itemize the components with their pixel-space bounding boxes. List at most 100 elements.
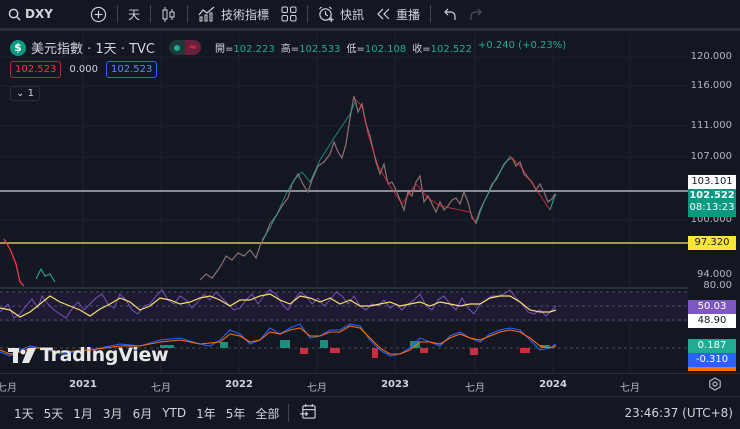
yellow-line-price-tag: 97.320 bbox=[688, 236, 736, 250]
go-to-date-button[interactable] bbox=[295, 403, 322, 423]
symbol-search-button[interactable]: DXY bbox=[0, 0, 84, 30]
chart-type-button[interactable] bbox=[155, 0, 183, 30]
range-ytd[interactable]: YTD bbox=[162, 406, 187, 420]
range-5y[interactable]: 5年 bbox=[225, 406, 246, 421]
buy-button[interactable]: 102.523 bbox=[106, 61, 158, 78]
signal-value-tag: -0.310 bbox=[688, 353, 736, 367]
histogram-value-tag bbox=[688, 367, 736, 371]
price-label: 94.000 bbox=[697, 269, 732, 280]
spread-value: 0.000 bbox=[69, 64, 98, 75]
low-value: 102.108 bbox=[364, 44, 407, 55]
bottombar-divider bbox=[288, 404, 290, 422]
top-toolbar: DXY 天 技術指標 快訊 重播 bbox=[0, 0, 740, 31]
chart-area[interactable]: $ 美元指數 · 1天 · TVC ≈ 開=102.223 高=102.533 … bbox=[0, 34, 740, 373]
candlestick-icon bbox=[162, 6, 175, 22]
open-value: 102.223 bbox=[233, 44, 275, 55]
last-price: 102.522 bbox=[689, 190, 735, 201]
low-key: 低= bbox=[346, 44, 365, 55]
change-value: +0.240 (+0.23%) bbox=[477, 40, 567, 51]
timezone-clock[interactable]: 23:46:37 (UTC+8) bbox=[624, 406, 733, 420]
undo-icon bbox=[444, 8, 456, 20]
rsi-ma-value-tag: 48.90 bbox=[688, 314, 736, 328]
watermark-text: TradingView bbox=[40, 344, 169, 366]
dollar-symbol-icon: $ bbox=[10, 39, 26, 56]
price-axis[interactable]: 120.000 116.000 111.000 107.000 100.000 … bbox=[688, 34, 740, 373]
horizontal-line-price-tag: 103.101 bbox=[688, 175, 736, 189]
macd-value-tag: 0.187 bbox=[688, 339, 736, 353]
search-icon bbox=[8, 8, 21, 21]
undo-button[interactable] bbox=[435, 0, 463, 30]
range-3m[interactable]: 3月 bbox=[102, 406, 123, 421]
time-label: 七月 bbox=[0, 383, 17, 394]
grid-layout-icon bbox=[281, 6, 297, 22]
indicators-label: 技術指標 bbox=[221, 7, 270, 22]
symbol-title[interactable]: 美元指數 · 1天 · TVC bbox=[31, 42, 155, 57]
chevron-down-icon: ⌄ bbox=[16, 88, 25, 99]
price-label: 116.000 bbox=[690, 80, 732, 91]
range-1m[interactable]: 1月 bbox=[73, 406, 93, 421]
price-label: 100.000 bbox=[690, 214, 732, 225]
main-plot[interactable]: $ 美元指數 · 1天 · TVC ≈ 開=102.223 高=102.533 … bbox=[0, 34, 688, 373]
replay-button[interactable]: 重播 bbox=[370, 0, 426, 30]
close-key: 收= bbox=[412, 44, 431, 55]
compare-symbol-button[interactable] bbox=[84, 0, 113, 30]
market-status-pill[interactable]: ≈ bbox=[168, 40, 201, 55]
last-price-tag: 102.522 08:13:23 bbox=[688, 189, 736, 217]
tradingview-watermark: TradingView bbox=[8, 344, 169, 366]
price-label: 120.000 bbox=[690, 51, 732, 62]
plus-circle-icon bbox=[90, 6, 107, 22]
toolbar-divider bbox=[430, 5, 432, 23]
indicators-button[interactable]: 技術指標 bbox=[192, 0, 275, 30]
tradingview-logo-icon bbox=[8, 347, 36, 363]
time-label: 七月 bbox=[465, 383, 485, 394]
range-5d[interactable]: 5天 bbox=[43, 406, 64, 421]
indicator-count: 1 bbox=[27, 88, 34, 99]
collapse-indicators-button[interactable]: ⌄ 1 bbox=[10, 86, 40, 101]
bar-countdown: 08:13:23 bbox=[689, 202, 735, 213]
time-label-year: 2021 bbox=[69, 379, 97, 390]
rewind-icon bbox=[377, 8, 390, 20]
interval-button[interactable]: 天 bbox=[122, 0, 146, 30]
replay-label: 重播 bbox=[396, 7, 421, 22]
close-value: 102.522 bbox=[430, 44, 472, 55]
time-label-year: 2023 bbox=[381, 379, 409, 390]
open-key: 開= bbox=[214, 44, 234, 55]
redo-icon bbox=[470, 8, 482, 20]
symbol-label: DXY bbox=[25, 7, 53, 21]
price-chart-canvas bbox=[0, 34, 688, 373]
rsi-axis-label: 80.00 bbox=[703, 280, 732, 291]
time-label: 七月 bbox=[307, 383, 327, 394]
toolbar-divider bbox=[117, 5, 118, 23]
price-label: 107.000 bbox=[690, 151, 732, 162]
high-value: 102.533 bbox=[299, 44, 341, 55]
high-key: 高= bbox=[280, 44, 300, 55]
alert-label: 快訊 bbox=[340, 7, 365, 22]
alarm-clock-plus-icon bbox=[319, 6, 334, 22]
range-all[interactable]: 全部 bbox=[255, 406, 280, 421]
time-label: 七月 bbox=[620, 383, 640, 394]
rsi-value-tag: 50.03 bbox=[688, 300, 736, 314]
time-label-year: 2024 bbox=[539, 379, 567, 390]
symbol-legend: $ 美元指數 · 1天 · TVC ≈ 開=102.223 高=102.533 … bbox=[10, 38, 566, 57]
chart-settings-button[interactable] bbox=[708, 377, 722, 394]
time-axis[interactable]: 七月 2021 七月 2022 七月 2023 七月 2024 七月 bbox=[0, 373, 740, 395]
interval-label: 天 bbox=[128, 7, 141, 22]
time-label-year: 2022 bbox=[225, 379, 253, 390]
calendar-goto-icon bbox=[300, 403, 317, 419]
market-open-dot-icon bbox=[168, 40, 185, 55]
range-1y[interactable]: 1年 bbox=[196, 406, 216, 421]
range-1d[interactable]: 1天 bbox=[14, 406, 34, 421]
layouts-button[interactable] bbox=[275, 0, 303, 30]
trade-prices: 102.523 0.000 102.523 bbox=[10, 61, 158, 78]
redo-button[interactable] bbox=[463, 0, 491, 30]
bottom-toolbar: 1天 5天 1月 3月 6月 YTD 1年 5年 全部 23:46:37 (UT… bbox=[0, 396, 740, 429]
sell-button[interactable]: 102.523 bbox=[10, 61, 62, 78]
range-6m[interactable]: 6月 bbox=[132, 406, 153, 421]
indicators-chart-icon bbox=[198, 6, 215, 22]
toolbar-divider bbox=[150, 5, 152, 23]
toolbar-divider bbox=[307, 5, 309, 23]
ohlc-values: 開=102.223 高=102.533 低=102.108 收=102.522 … bbox=[215, 40, 566, 55]
toolbar-divider bbox=[187, 5, 189, 23]
alert-button[interactable]: 快訊 bbox=[312, 0, 370, 30]
settings-gear-icon bbox=[709, 377, 721, 391]
